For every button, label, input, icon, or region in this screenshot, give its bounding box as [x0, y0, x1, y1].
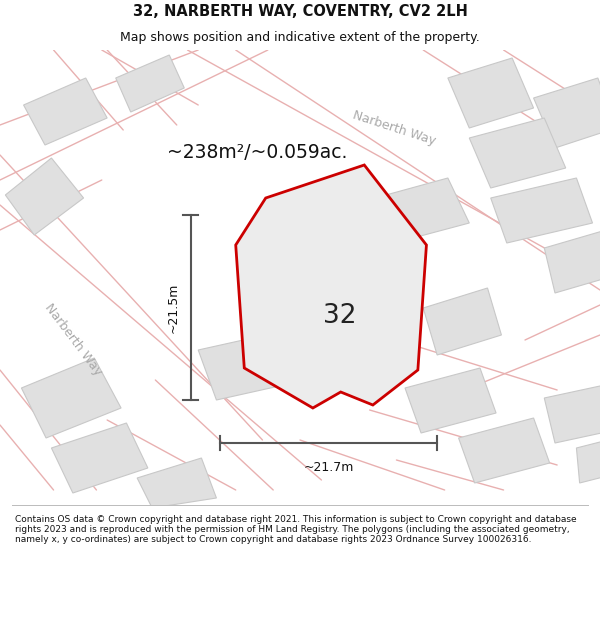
Polygon shape — [458, 418, 550, 483]
Polygon shape — [544, 228, 600, 293]
Text: 32, NARBERTH WAY, COVENTRY, CV2 2LH: 32, NARBERTH WAY, COVENTRY, CV2 2LH — [133, 4, 467, 19]
Polygon shape — [375, 178, 469, 243]
Polygon shape — [272, 221, 390, 371]
Polygon shape — [423, 288, 502, 355]
Polygon shape — [448, 58, 533, 128]
Polygon shape — [52, 423, 148, 493]
Polygon shape — [491, 178, 593, 243]
Text: Contains OS data © Crown copyright and database right 2021. This information is : Contains OS data © Crown copyright and d… — [15, 514, 577, 544]
Polygon shape — [577, 433, 600, 483]
Text: ~238m²/~0.059ac.: ~238m²/~0.059ac. — [167, 142, 347, 161]
Polygon shape — [22, 358, 121, 438]
Polygon shape — [533, 78, 600, 148]
Polygon shape — [5, 158, 83, 235]
Text: ~21.7m: ~21.7m — [303, 461, 353, 474]
Text: Map shows position and indicative extent of the property.: Map shows position and indicative extent… — [120, 31, 480, 44]
Text: Narberth Way: Narberth Way — [41, 301, 104, 379]
Text: ~21.5m: ~21.5m — [167, 282, 180, 332]
Polygon shape — [198, 335, 284, 400]
Text: Narberth Way: Narberth Way — [351, 109, 437, 148]
Polygon shape — [137, 458, 217, 508]
Polygon shape — [405, 368, 496, 433]
Text: 32: 32 — [323, 302, 356, 329]
Polygon shape — [469, 118, 566, 188]
Polygon shape — [544, 383, 600, 443]
Polygon shape — [116, 55, 184, 112]
Polygon shape — [236, 165, 427, 408]
Polygon shape — [23, 78, 107, 145]
